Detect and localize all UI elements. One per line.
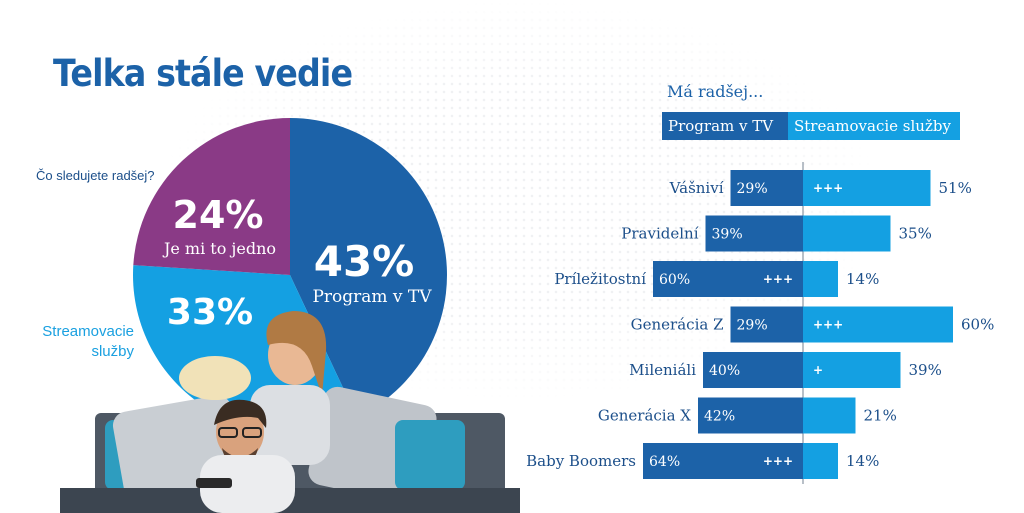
- value-streaming-baby-boomers: 14%: [846, 452, 879, 470]
- bar-tv-mileniáli: [703, 352, 803, 388]
- category-label-generácia-z: Generácia Z: [631, 316, 724, 334]
- category-label-generácia-x: Generácia X: [598, 407, 691, 425]
- pie-label-program-v-tv: Program v TV: [312, 287, 432, 307]
- bar-streaming-generácia-x: [803, 397, 856, 434]
- legend-streamovacie-sluzby: Streamovacie služby: [788, 112, 960, 140]
- category-label-pravidelní: Pravidelní: [621, 225, 698, 243]
- pie-value-je-mi-to-jedno: 24%: [173, 193, 264, 237]
- bar-streaming-mileniáli: [803, 352, 901, 388]
- value-tv-generácia-z: 29%: [737, 318, 768, 334]
- bar-tv-vášniví: [730, 170, 803, 206]
- bar-chart-title: Má radšej...: [667, 82, 764, 101]
- value-streaming-generácia-z: 60%: [961, 316, 994, 334]
- bar-tv-generácia-x: [698, 397, 803, 434]
- significance-streaming-generácia-z: +++: [813, 318, 843, 332]
- category-label-baby-boomers: Baby Boomers: [526, 452, 636, 470]
- significance-streaming-vášniví: +++: [813, 181, 843, 195]
- value-streaming-pravidelní: 35%: [899, 225, 932, 243]
- pie-value-streamovacie-sluzby: 33%: [167, 292, 253, 333]
- bar-streaming-generácia-z: [803, 306, 953, 343]
- bar-streaming-baby-boomers: [803, 443, 838, 479]
- significance-streaming-mileniáli: +: [813, 363, 823, 377]
- pie-slice-je-mi-to-jedno: [133, 118, 290, 275]
- pie-label-je-mi-to-jedno: Je mi to jedno: [162, 239, 276, 258]
- legend-program-v-tv: Program v TV: [662, 112, 789, 140]
- value-tv-generácia-x: 42%: [704, 409, 735, 425]
- pie-value-program-v-tv: 43%: [314, 237, 415, 286]
- bar-streaming-príležitostní: [803, 261, 838, 297]
- significance-tv-príležitostní: +++: [763, 272, 793, 286]
- bar-tv-príležitostní: [653, 261, 803, 297]
- bar-tv-pravidelní: [705, 215, 803, 252]
- value-streaming-generácia-x: 21%: [864, 407, 897, 425]
- value-tv-vášniví: 29%: [737, 181, 768, 197]
- value-streaming-vášniví: 51%: [939, 179, 972, 197]
- category-label-príležitostní: Príležitostní: [554, 270, 646, 288]
- couple-on-sofa-photo: [60, 311, 520, 513]
- value-streaming-mileniáli: 39%: [909, 361, 942, 379]
- value-tv-pravidelní: 39%: [712, 227, 743, 243]
- pie-external-label-streaming: Streamovacie služby: [42, 323, 134, 360]
- bar-streaming-pravidelní: [803, 215, 891, 252]
- category-label-mileniáli: Mileniáli: [629, 361, 696, 379]
- bar-tv-baby-boomers: [643, 443, 803, 479]
- category-label-vášniví: Vášniví: [669, 179, 724, 197]
- value-tv-mileniáli: 40%: [709, 363, 740, 379]
- value-tv-príležitostní: 60%: [659, 272, 690, 288]
- bar-streaming-vášniví: [803, 170, 931, 206]
- value-streaming-príležitostní: 14%: [846, 270, 879, 288]
- pie-slice-program-v-tv: [290, 118, 447, 418]
- significance-tv-baby-boomers: +++: [763, 454, 793, 468]
- value-tv-baby-boomers: 64%: [649, 454, 680, 470]
- survey-question: Čo sledujete radšej?: [36, 168, 155, 183]
- page-title: Telka stále vedie: [53, 52, 353, 95]
- bar-tv-generácia-z: [730, 306, 803, 343]
